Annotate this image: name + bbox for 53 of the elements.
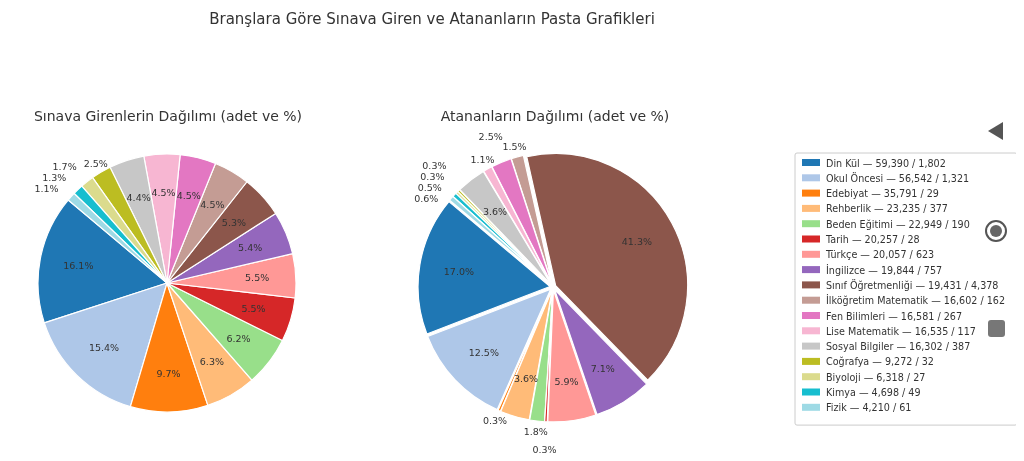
data-label: 6.3% [199,355,224,367]
data-label: 4.5% [176,189,201,201]
legend-label: Lise Matematik — 16,535 / 117 [826,325,976,337]
data-label: 0.3% [532,444,557,455]
chart-subtitle: Sınava Girenlerin Dağılımı (adet ve %) [33,108,303,124]
data-label: 9.7% [156,367,181,379]
data-label: 7.1% [590,362,615,374]
legend-label: Edebiyat — 35,791 / 29 [826,188,939,200]
legend-label: Okul Öncesi — 56,542 / 1,321 [826,171,970,184]
legend-label: Fen Bilimleri — 16,581 / 267 [826,310,963,322]
data-label: 4.4% [126,191,151,203]
data-label: 1.5% [502,141,527,153]
data-label: 2.5% [478,131,503,143]
legend-label: Sınıf Öğretmenliği — 19,431 / 4,378 [826,278,999,291]
data-label: 6.2% [226,332,251,344]
legend-label: Rehberlik — 23,235 / 377 [826,203,948,215]
data-label: 5.3% [221,216,247,228]
chart-title: Atananların Dağılımı (adet ve %) [440,108,670,124]
data-label: 5.9% [554,375,579,387]
data-label: 16.1% [63,260,94,272]
data-label: 12.5% [468,347,499,359]
legend-label: Fizik — 4,210 / 61 [826,402,912,414]
data-label: 1.8% [523,426,548,438]
legend-label: Biyoloji — 6,318 / 27 [826,371,926,383]
legend-label: Sosyal Bilgiler — 16,302 / 387 [826,341,971,353]
data-label: 4.5% [200,199,225,211]
legend-label: Coğrafya — 9,272 / 32 [826,356,934,368]
data-label: 2.5% [83,157,108,169]
data-label: 0.5% [417,182,442,194]
data-label: 1.1% [34,182,59,194]
data-label: 1.7% [52,160,77,172]
legend-label: İngilizce — 19,844 / 757 [826,263,943,276]
legend-label: Kimya — 4,698 / 49 [826,387,921,398]
data-label: 5.4% [238,242,263,254]
data-label: 1.3% [42,171,67,183]
data-label: 0.3% [482,415,508,427]
legend-label: Din Kül — 59,390 / 1,802 [826,157,946,169]
legend-label: Beden Eğitimi — 22,949 / 190 [826,218,970,230]
legend-label: İlköğretim Matematik — 16,602 / 162 [826,294,1006,307]
data-label: 4.5% [151,187,176,199]
data-label: 0.3% [420,171,445,183]
data-label: 0.6% [414,193,439,205]
data-label: 41.3% [621,236,652,248]
data-label: 15.4% [88,342,120,354]
data-label: 17.0% [443,265,474,277]
data-label: 5.5% [245,272,270,284]
data-label: 3.6% [482,205,508,217]
legend-label: Tarih — 20,257 / 28 [825,234,920,245]
data-label: 5.5% [241,303,266,315]
text: Branşlara Göre Sınava Giren ve Atananların Pasta Grafikleri [209,10,655,28]
data-label: 1.1% [470,154,495,166]
data-label: 0.3% [422,160,447,172]
legend-label: Türkçe — 20,057 / 623 [825,249,935,261]
